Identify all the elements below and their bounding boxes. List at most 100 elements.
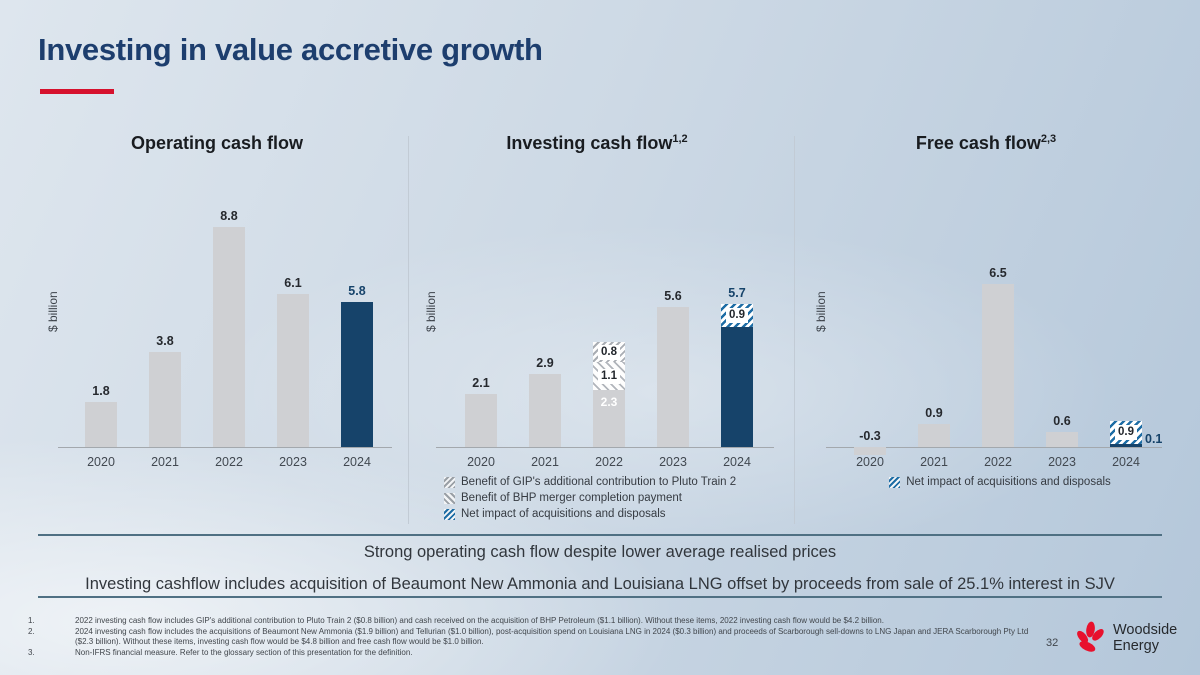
bar-slot-2023: 6.1 (261, 160, 325, 447)
year-label: 2022 (595, 455, 623, 469)
bar-2021 (149, 352, 181, 447)
segment-value-label: 0.9 (726, 308, 748, 323)
bar-segment (854, 447, 886, 455)
bar-segment (341, 302, 373, 447)
bar-value-label: 0.6 (1053, 414, 1071, 428)
chart-panel-1: Operating cash flow $ billion 1.8 3.8 8.8 6.1… (38, 130, 396, 530)
bar-segment: 0.8 (593, 342, 625, 362)
bar-segment (721, 327, 753, 447)
woodside-logo-icon (1077, 621, 1104, 652)
bar-value-label: 5.8 (348, 284, 366, 298)
bar-value-label: 3.8 (156, 334, 174, 348)
y-axis-label: $ billion (46, 291, 60, 332)
bar-segment: 0.9 (1110, 421, 1142, 444)
bar-segment (982, 284, 1014, 447)
year-label: 2023 (279, 455, 307, 469)
year-label: 2023 (1048, 455, 1076, 469)
bar-segment (1046, 432, 1078, 447)
bars-row: 1.8 3.8 8.8 6.1 5.8 (66, 160, 392, 447)
bar-2024: 0.9 (721, 304, 753, 447)
bar-slot-2020: 2.1 (449, 160, 513, 447)
bar-2022: 2.3 1.1 0.8 (593, 342, 625, 447)
bar-segment (85, 402, 117, 447)
bar-slot-2020: 1.8 (69, 160, 133, 447)
chart-title: Investing cash flow1,2 (416, 133, 778, 154)
chart-title-superscript: 2,3 (1040, 133, 1057, 145)
bar-segment (465, 394, 497, 447)
legend-label: Net impact of acquisitions and disposals (461, 508, 666, 520)
bar-value-label: 0.9 (925, 406, 943, 420)
bar-2022 (982, 284, 1014, 447)
footnote-2: 2. 2024 investing cash flow includes the… (28, 627, 1033, 648)
bar-value-label: 2.9 (536, 356, 554, 370)
bar-slot-2024: 0.1 0.9 (1094, 160, 1162, 447)
bar-segment (213, 227, 245, 447)
bar-value-label: 6.1 (284, 276, 302, 290)
bar-segment (1110, 444, 1142, 447)
bar-slot-2021: 3.8 (133, 160, 197, 447)
legend-item: Benefit of GIP's additional contribution… (444, 476, 778, 488)
hatch-gray-fwd-legend-icon (444, 476, 455, 488)
segment-value-label: 1.1 (598, 368, 620, 384)
logo-text-line2: Energy (1113, 638, 1159, 654)
statement-divider-top (38, 534, 1162, 536)
chart-separator (794, 136, 795, 524)
bar-slot-2023: 0.6 (1030, 160, 1094, 447)
bar-slot-2023: 5.6 (641, 160, 705, 447)
bar-2024: 0.9 (1110, 421, 1142, 447)
year-label: 2020 (856, 455, 884, 469)
year-label: 2020 (87, 455, 115, 469)
year-label: 2022 (984, 455, 1012, 469)
legend-label: Benefit of GIP's additional contribution… (461, 476, 737, 488)
footnote-text: 2022 investing cash flow includes GIP's … (75, 616, 884, 625)
chart-panel-3: Free cash flow2,3 $ billion -0.3 0.9 6.5 0.6 0… (806, 130, 1166, 530)
statement-line-2: Investing cashflow includes acquisition … (85, 575, 1115, 593)
woodside-logo: Woodside Energy (1072, 620, 1177, 656)
year-label: 2021 (920, 455, 948, 469)
year-label: 2024 (1112, 455, 1140, 469)
bar-2021 (918, 424, 950, 447)
bar-slot-2021: 0.9 (902, 160, 966, 447)
legend-item: Benefit of BHP merger completion payment (444, 492, 778, 504)
bar-slot-2022: 2.3 1.1 0.8 (577, 160, 641, 447)
page-title: Investing in value accretive growth (38, 32, 543, 67)
bar-slot-2020: -0.3 (838, 160, 902, 455)
bar-segment (149, 352, 181, 447)
year-label: 2024 (343, 455, 371, 469)
bar-value-label: -0.3 (859, 429, 881, 443)
chart-title-text: Investing cash flow (506, 133, 673, 153)
chart-title: Free cash flow2,3 (806, 133, 1166, 154)
bar-slot-2024: 5.8 (325, 160, 389, 447)
year-label: 2021 (531, 455, 559, 469)
footnote-text: Non-IFRS financial measure. Refer to the… (75, 647, 413, 657)
plot-area: 2.1 2.9 2.3 1.1 0.8 5.6 5.7 0.9 (436, 160, 774, 448)
bar-2020 (85, 402, 117, 447)
y-axis-label: $ billion (424, 291, 438, 332)
footnote-1: 1. 2022 investing cash flow includes GIP… (28, 616, 1033, 627)
logo-text-line1: Woodside (1113, 622, 1178, 638)
legend-item: Net impact of acquisitions and disposals (889, 476, 1111, 488)
bars-row: -0.3 0.9 6.5 0.6 0.1 0.9 (834, 160, 1162, 455)
bars-row: 2.1 2.9 2.3 1.1 0.8 5.6 5.7 0.9 (444, 160, 774, 447)
page-number: 32 (1046, 637, 1059, 649)
chart-title-text: Free cash flow (915, 133, 1041, 153)
bar-value-label: 5.6 (664, 289, 682, 303)
bar-slot-2022: 8.8 (197, 160, 261, 447)
bar-2021 (529, 374, 561, 447)
bar-value-label: 2.1 (472, 376, 490, 390)
footnote-number: 3. (28, 647, 35, 657)
chart-title-text: Operating cash flow (130, 133, 304, 153)
bar-value-label: 0.1 (1145, 432, 1163, 446)
x-axis-line (58, 447, 392, 448)
plot-area: 1.8 3.8 8.8 6.1 5.8 (58, 160, 392, 448)
bar-value-label: 6.5 (989, 266, 1007, 280)
legend-label: Net impact of acquisitions and disposals (906, 476, 1111, 488)
year-label: 2020 (467, 455, 495, 469)
y-axis-label: $ billion (814, 291, 828, 332)
bar-segment (657, 307, 689, 447)
bar-slot-2022: 6.5 (966, 160, 1030, 447)
bar-segment: 2.3 (593, 390, 625, 447)
bar-slot-2024: 5.7 0.9 (705, 160, 769, 447)
year-label: 2023 (659, 455, 687, 469)
bar-segment (918, 424, 950, 447)
